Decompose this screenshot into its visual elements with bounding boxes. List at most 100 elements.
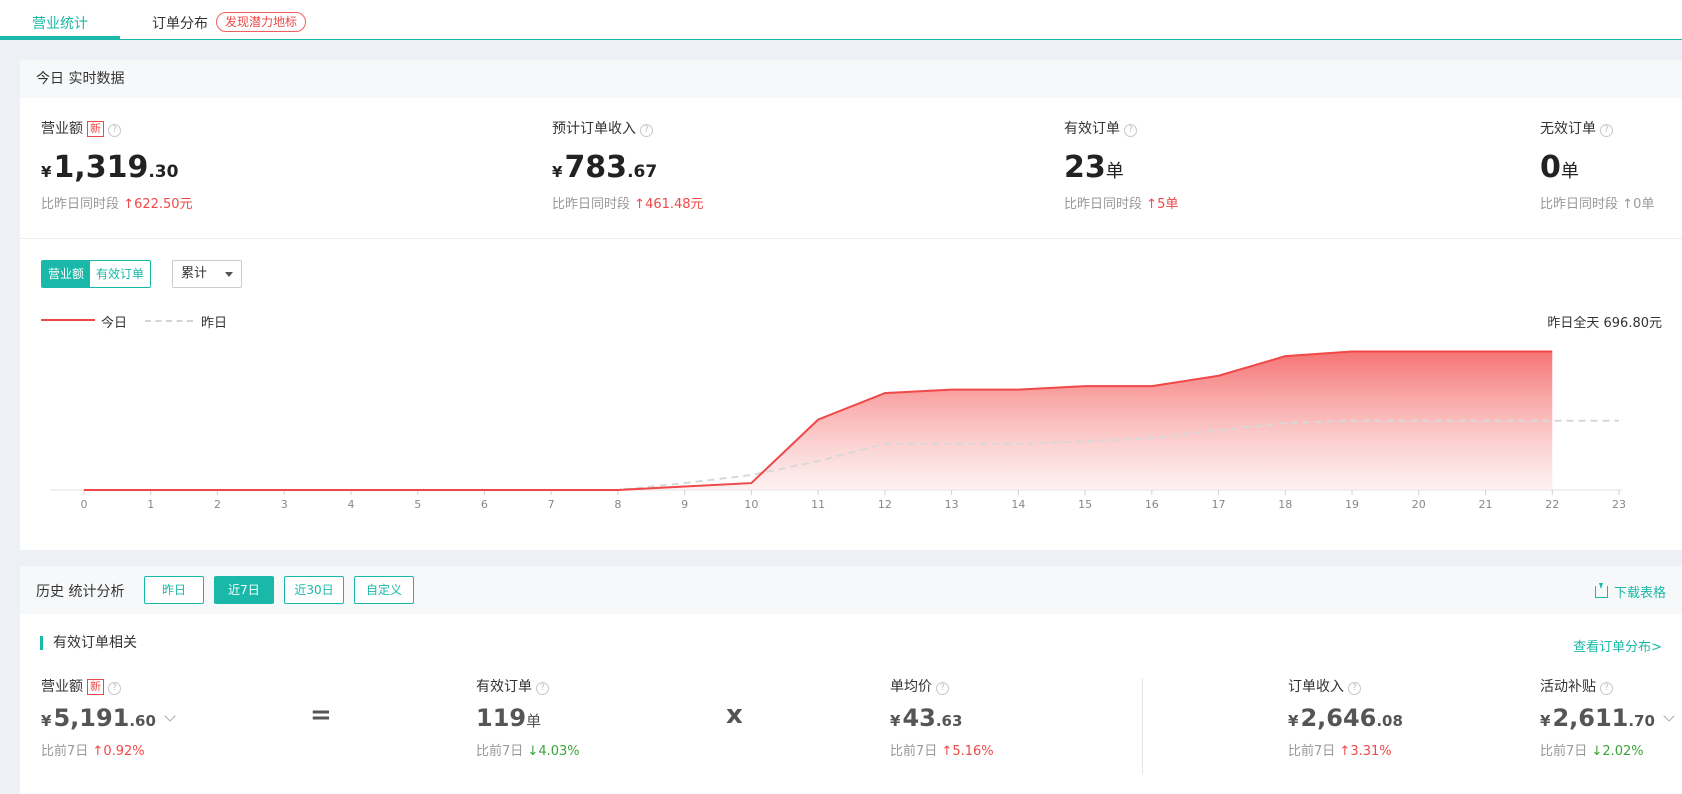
multiply-sign: x [726, 700, 743, 730]
legend-yesterday[interactable]: 昨日 [145, 312, 227, 331]
metric-title: 营业额新? [41, 118, 193, 138]
metric-value: ¥43.63 [890, 704, 994, 732]
metric-label: 营业额 [41, 121, 83, 137]
value-dec: .60 [129, 712, 156, 730]
x-tick-label: 13 [945, 498, 959, 511]
chevron-down-icon[interactable] [1663, 710, 1675, 722]
help-icon[interactable]: ? [640, 124, 653, 137]
value-int: 2,611 [1552, 704, 1629, 732]
hist-metric-valid-orders: 有效订单? 119单 比前7日 ↓4.03% [476, 676, 580, 759]
currency-symbol: ¥ [1540, 712, 1551, 730]
hist-metric-avg-price: 单均价? ¥43.63 比前7日 ↑5.16% [890, 676, 994, 759]
value-int: 0 [1540, 150, 1561, 185]
arrow-up-icon: ↑ [1339, 744, 1351, 759]
divider [20, 238, 1682, 239]
value-dec: .70 [1628, 712, 1655, 730]
value-int: 783 [564, 150, 628, 185]
metric-compare: 比昨日同时段 ↑5单 [1064, 193, 1178, 212]
value-dec: .08 [1376, 712, 1403, 730]
metric-label: 有效订单 [476, 679, 532, 695]
metric-value: ¥2,611.70 [1540, 704, 1675, 732]
caret-down-icon [225, 272, 233, 277]
x-tick-label: 12 [878, 498, 892, 511]
metric-expected-income: 预计订单收入? ¥783.67 比昨日同时段 ↑461.48元 [552, 118, 704, 212]
value-dec: .63 [935, 712, 963, 730]
metric-revenue: 营业额新? ¥1,319.30 比昨日同时段 ↑622.50元 [41, 118, 193, 212]
toggle-revenue[interactable]: 营业额 [42, 261, 91, 287]
x-tick-label: 9 [681, 498, 688, 511]
section-title: 有效订单相关 [40, 636, 137, 650]
x-tick-label: 22 [1545, 498, 1559, 511]
promo-badge[interactable]: 发现潜力地标 [216, 12, 307, 32]
mode-value: 累计 [181, 266, 208, 281]
compare-label: 比前7日 [1540, 744, 1588, 759]
compare-label: 比昨日同时段 [41, 197, 120, 212]
revenue-chart: 0 1 2 3 4 5 6 7 8 9 10 11 12 13 14 15 16 17 18 19 20 21 22 23 [50, 350, 1626, 511]
panel-header: 今日 实时数据 [20, 60, 1682, 98]
range-custom-button[interactable]: 自定义 [354, 576, 414, 604]
x-tick-label: 17 [1212, 498, 1226, 511]
new-tag: 新 [87, 121, 104, 137]
help-icon[interactable]: ? [108, 124, 121, 137]
metric-title: 营业额新? [41, 676, 174, 696]
metric-title: 订单收入? [1288, 676, 1403, 696]
compare-label: 比前7日 [41, 744, 89, 759]
help-icon[interactable]: ? [936, 682, 949, 695]
x-tick-label: 8 [614, 498, 621, 511]
tab-business-stats[interactable]: 营业统计 [32, 13, 88, 33]
legend-today[interactable]: 今日 [41, 312, 127, 331]
metric-value: ¥5,191.60 [41, 704, 176, 732]
help-icon[interactable]: ? [1600, 124, 1613, 137]
currency-symbol: ¥ [552, 163, 563, 181]
x-tick-label: 6 [481, 498, 488, 511]
metric-title: 无效订单? [1540, 118, 1654, 138]
arrow-down-icon: ↓ [527, 744, 539, 759]
metric-title: 预计订单收入? [552, 118, 704, 138]
metric-value: ¥783.67 [552, 150, 704, 185]
arrow-up-icon: ↑ [1622, 197, 1634, 212]
chart-metric-toggle: 营业额 有效订单 [41, 260, 152, 288]
help-icon[interactable]: ? [1600, 682, 1613, 695]
metric-compare: 比前7日 ↑5.16% [890, 740, 994, 759]
tab-order-distribution[interactable]: 订单分布 [152, 13, 208, 33]
mode-select[interactable]: 累计 [172, 260, 242, 288]
range-30d-button[interactable]: 近30日 [284, 576, 344, 604]
toggle-valid-orders[interactable]: 有效订单 [90, 261, 151, 287]
equals-sign: = [310, 700, 332, 730]
hist-metric-order-income: 订单收入? ¥2,646.08 比前7日 ↑3.31% [1288, 676, 1403, 759]
range-yesterday-button[interactable]: 昨日 [144, 576, 204, 604]
value-unit: 单 [526, 712, 542, 730]
metric-title: 有效订单? [476, 676, 580, 696]
hist-metric-subsidy: 活动补贴? ¥2,611.70 比前7日 ↓2.02% [1540, 676, 1675, 759]
hist-metric-revenue: 营业额新? ¥5,191.60 比前7日 ↑0.92% [41, 676, 176, 759]
help-icon[interactable]: ? [536, 682, 549, 695]
help-icon[interactable]: ? [1348, 682, 1361, 695]
compare-delta: 4.03% [538, 744, 580, 759]
compare-delta: 2.02% [1602, 744, 1644, 759]
compare-delta: 5单 [1157, 197, 1179, 212]
arrow-down-icon: ↓ [1591, 744, 1603, 759]
metric-label: 预计订单收入 [552, 121, 636, 137]
metric-value: ¥1,319.30 [41, 150, 193, 185]
range-7d-button[interactable]: 近7日 [214, 576, 274, 604]
help-icon[interactable]: ? [1124, 124, 1137, 137]
x-tick-label: 1 [147, 498, 154, 511]
x-tick-label: 15 [1078, 498, 1092, 511]
compare-label: 比前7日 [476, 744, 524, 759]
currency-symbol: ¥ [1288, 712, 1299, 730]
compare-delta: 3.31% [1350, 744, 1392, 759]
value-unit: 单 [1560, 161, 1579, 182]
metric-compare: 比昨日同时段 ↑0单 [1540, 193, 1654, 212]
view-order-distribution-link[interactable]: 查看订单分布> [1573, 640, 1662, 655]
metric-title: 单均价? [890, 676, 994, 696]
x-tick-label: 14 [1011, 498, 1025, 511]
chevron-down-icon[interactable] [164, 710, 176, 722]
metric-compare: 比前7日 ↓2.02% [1540, 740, 1673, 759]
download-table-button[interactable]: 下载表格 [1594, 582, 1666, 601]
metric-value: 23单 [1064, 150, 1178, 185]
yesterday-total: 昨日全天 696.80元 [1547, 316, 1662, 331]
x-tick-label: 10 [744, 498, 758, 511]
help-icon[interactable]: ? [108, 682, 121, 695]
currency-symbol: ¥ [890, 712, 901, 730]
metric-value: ¥2,646.08 [1288, 704, 1403, 732]
